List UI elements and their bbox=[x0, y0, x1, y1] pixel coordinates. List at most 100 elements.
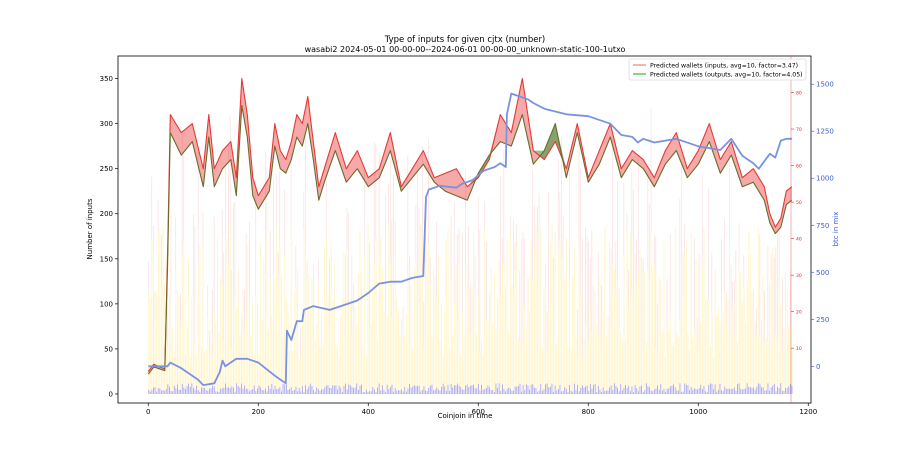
x-axis-label: Coinjoin in time bbox=[438, 412, 493, 420]
texture-bar-blue bbox=[180, 389, 182, 394]
texture-bar-pink bbox=[637, 154, 639, 272]
texture-bar-yellow bbox=[553, 279, 554, 394]
texture-bar-blue bbox=[620, 384, 622, 394]
texture-bar-yellow bbox=[325, 237, 327, 394]
texture-bar-yellow bbox=[369, 327, 370, 394]
texture-bar-yellow bbox=[191, 298, 193, 394]
texture-bar-pink bbox=[353, 283, 354, 312]
texture-bar-blue bbox=[468, 387, 470, 394]
texture-bar-pink bbox=[724, 219, 725, 292]
texture-bar-yellow bbox=[348, 305, 350, 394]
texture-bar-blue bbox=[173, 386, 175, 394]
texture-bar-blue bbox=[257, 388, 258, 394]
texture-bar-yellow bbox=[527, 275, 529, 394]
texture-bar-blue bbox=[753, 387, 754, 394]
texture-bar-yellow bbox=[199, 245, 201, 394]
texture-bar-yellow bbox=[658, 277, 660, 394]
texture-bar-blue bbox=[501, 384, 503, 394]
texture-bar-pink bbox=[775, 246, 777, 335]
texture-bar-blue bbox=[565, 388, 567, 394]
texture-bar-pink bbox=[300, 328, 301, 358]
texture-bar-blue bbox=[519, 383, 521, 394]
texture-bar-yellow bbox=[492, 324, 494, 394]
texture-bar-yellow bbox=[777, 340, 778, 394]
texture-bar-pink bbox=[562, 215, 564, 258]
texture-bar-blue bbox=[621, 390, 623, 394]
texture-bar-blue bbox=[204, 387, 206, 394]
texture-bar-yellow bbox=[436, 299, 438, 394]
texture-bar-blue bbox=[177, 384, 178, 394]
texture-bar-yellow bbox=[695, 259, 697, 394]
texture-bar-yellow bbox=[157, 231, 159, 394]
texture-bar-yellow bbox=[473, 232, 474, 394]
texture-bar-pink bbox=[212, 289, 213, 357]
texture-bar-pink bbox=[636, 239, 637, 285]
texture-bar-blue bbox=[343, 385, 345, 394]
texture-bar-yellow bbox=[476, 334, 478, 394]
texture-bar-blue bbox=[786, 387, 788, 394]
texture-bar-blue bbox=[653, 389, 655, 394]
texture-bar-pink bbox=[588, 241, 589, 344]
texture-bar-blue bbox=[724, 386, 726, 394]
texture-bar-yellow bbox=[445, 239, 447, 394]
texture-bar-yellow bbox=[441, 304, 442, 394]
texture-bar-pink bbox=[589, 258, 591, 307]
texture-bar-yellow bbox=[463, 336, 465, 394]
texture-bar-yellow bbox=[213, 312, 215, 394]
texture-bar-pink bbox=[167, 303, 169, 348]
y-tick-label: 50 bbox=[104, 345, 113, 353]
texture-bar-yellow bbox=[647, 269, 649, 394]
texture-bar-blue bbox=[772, 385, 774, 394]
texture-bar-pink bbox=[735, 249, 737, 283]
chart-title: Type of inputs for given cjtx (number) bbox=[384, 35, 546, 45]
texture-bar-yellow bbox=[601, 333, 602, 394]
texture-bar-yellow bbox=[449, 348, 450, 394]
texture-bar-blue bbox=[404, 386, 406, 394]
texture-bar-blue bbox=[543, 389, 545, 394]
texture-bar-pink bbox=[479, 229, 481, 354]
texture-bar-blue bbox=[729, 388, 730, 394]
texture-bar-blue bbox=[663, 388, 665, 394]
texture-bar-blue bbox=[639, 386, 641, 394]
texture-bar-blue bbox=[716, 391, 718, 394]
texture-bar-yellow bbox=[469, 333, 471, 394]
series-line-btc-in-mix bbox=[148, 92, 792, 387]
texture-bar-pink bbox=[601, 285, 602, 334]
texture-bar-pink bbox=[633, 189, 634, 293]
texture-bar-blue bbox=[455, 385, 457, 394]
texture-bar-yellow bbox=[407, 276, 409, 394]
texture-bar-blue bbox=[212, 385, 214, 394]
texture-bar-yellow bbox=[386, 315, 388, 394]
texture-bar-yellow bbox=[671, 342, 673, 394]
texture-bar-pink bbox=[721, 239, 722, 302]
texture-bar-blue bbox=[380, 390, 382, 394]
texture-bar-blue bbox=[700, 384, 702, 394]
texture-bar-blue bbox=[765, 390, 767, 394]
texture-bar-blue bbox=[220, 388, 222, 394]
texture-bar-yellow bbox=[172, 327, 174, 394]
texture-bar-pink bbox=[457, 233, 458, 321]
texture-bar-yellow bbox=[737, 342, 738, 394]
texture-bar-pink bbox=[764, 290, 765, 346]
texture-bar-blue bbox=[580, 388, 582, 394]
texture-bar-blue bbox=[644, 390, 646, 394]
texture-bar-yellow bbox=[242, 288, 244, 394]
texture-bar-yellow bbox=[674, 227, 676, 394]
texture-bar-blue bbox=[714, 384, 716, 394]
texture-bar-blue bbox=[509, 388, 511, 394]
texture-bar-blue bbox=[164, 390, 166, 394]
series-line-inputs bbox=[147, 77, 793, 372]
texture-bar-pink bbox=[391, 218, 393, 318]
texture-bar-blue bbox=[295, 386, 297, 394]
texture-bar-pink bbox=[209, 330, 210, 358]
texture-bar-yellow bbox=[522, 344, 524, 394]
texture-bar-yellow bbox=[439, 341, 441, 394]
y-tick-label: 150 bbox=[100, 255, 113, 263]
texture-bar-blue bbox=[618, 391, 620, 394]
texture-bar-blue bbox=[511, 390, 513, 394]
texture-bar-blue bbox=[165, 389, 167, 394]
texture-bar-blue bbox=[391, 384, 393, 394]
texture-bar-blue bbox=[236, 383, 238, 394]
texture-bar-pink bbox=[778, 228, 780, 292]
texture-bar-yellow bbox=[340, 314, 342, 394]
